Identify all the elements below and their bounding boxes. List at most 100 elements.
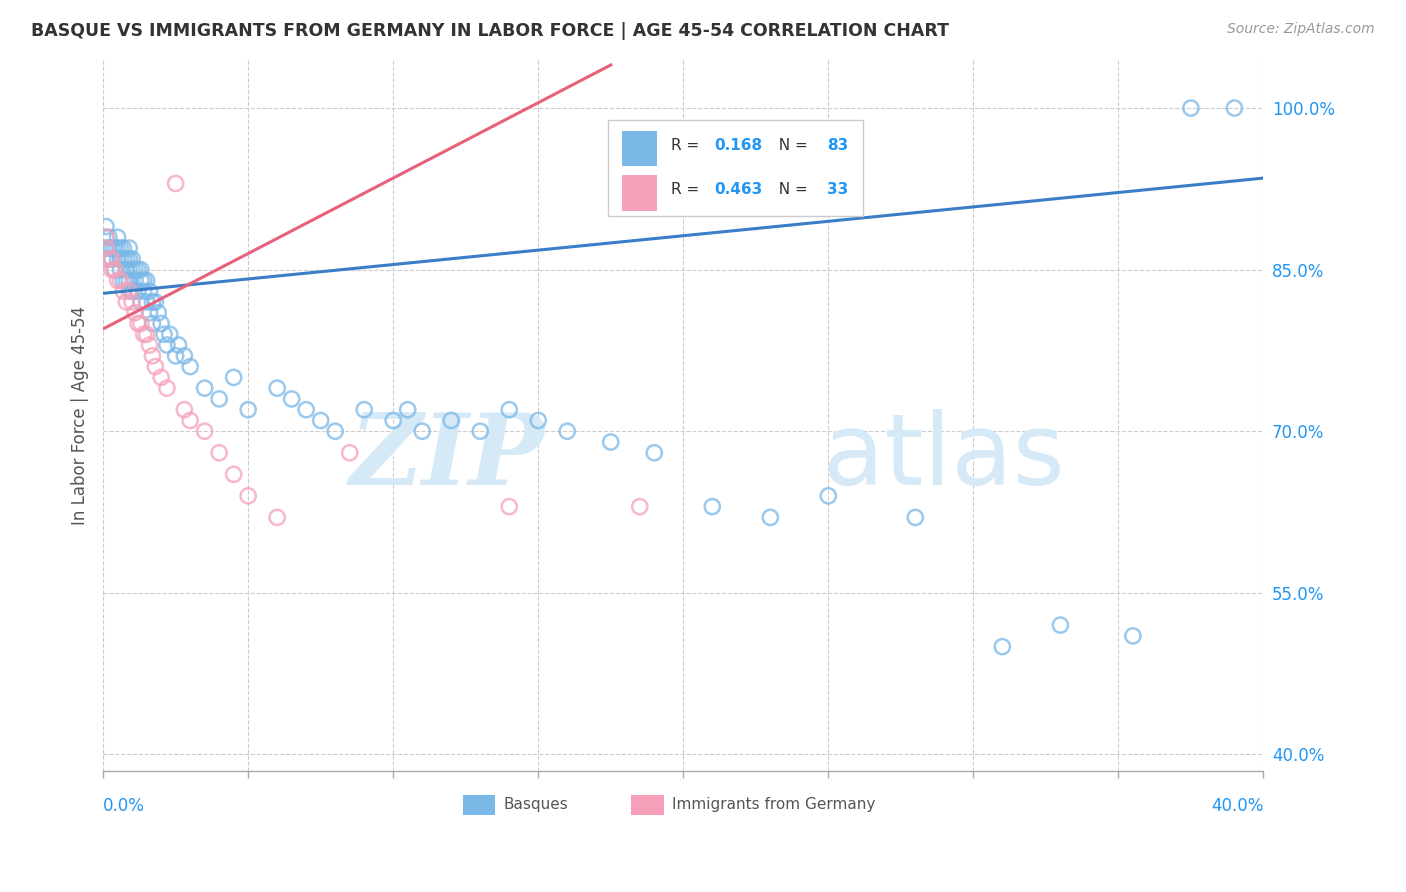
Point [759, 510, 782, 524]
Point [115, 273, 138, 287]
Point [94, 230, 117, 244]
Point [643, 446, 665, 460]
Point [129, 317, 152, 331]
Text: atlas: atlas [823, 409, 1064, 507]
Point [97, 230, 120, 244]
Point [309, 413, 332, 427]
Point [194, 424, 217, 438]
Point [107, 230, 129, 244]
Point [266, 381, 288, 395]
Point [112, 273, 135, 287]
Point [628, 500, 651, 514]
Point [101, 262, 124, 277]
Point [118, 284, 141, 298]
Point [101, 241, 124, 255]
Point [138, 306, 160, 320]
Point [112, 284, 135, 298]
Point [115, 295, 138, 310]
Point [179, 413, 201, 427]
Point [382, 413, 405, 427]
Point [107, 241, 129, 255]
Text: R =: R = [671, 182, 703, 197]
Point [702, 500, 724, 514]
Point [599, 435, 621, 450]
Text: 0.463: 0.463 [714, 182, 763, 197]
Point [118, 241, 141, 255]
Point [904, 510, 927, 524]
Point [94, 252, 117, 266]
Point [148, 306, 170, 320]
Point [1049, 618, 1071, 632]
FancyBboxPatch shape [607, 120, 863, 216]
Point [124, 306, 146, 320]
Point [396, 402, 419, 417]
Point [110, 273, 132, 287]
Point [127, 262, 149, 277]
Point [150, 317, 173, 331]
Point [555, 424, 578, 438]
Bar [621, 131, 657, 167]
Point [173, 402, 195, 417]
Point [440, 413, 463, 427]
Point [121, 284, 143, 298]
Point [94, 230, 117, 244]
Point [141, 317, 163, 331]
Point [208, 446, 231, 460]
Point [143, 295, 166, 310]
Point [141, 349, 163, 363]
Point [156, 338, 179, 352]
Point [110, 252, 132, 266]
Point [295, 402, 318, 417]
Point [97, 241, 120, 255]
Text: Basques: Basques [503, 797, 568, 813]
Point [156, 381, 179, 395]
Point [121, 295, 143, 310]
Bar [463, 795, 495, 814]
Point [159, 327, 181, 342]
Point [135, 273, 157, 287]
Point [498, 402, 520, 417]
Point [266, 510, 288, 524]
Point [339, 446, 361, 460]
Point [121, 262, 143, 277]
Point [132, 327, 155, 342]
Point [107, 252, 129, 266]
Point [135, 295, 157, 310]
Point [110, 262, 132, 277]
Point [101, 252, 124, 266]
Point [194, 381, 217, 395]
Point [129, 262, 152, 277]
Point [118, 252, 141, 266]
Point [118, 262, 141, 277]
Point [1180, 101, 1202, 115]
Point [1122, 629, 1144, 643]
Text: Source: ZipAtlas.com: Source: ZipAtlas.com [1227, 22, 1375, 37]
Point [124, 262, 146, 277]
Point [132, 284, 155, 298]
Point [411, 424, 433, 438]
Point [124, 273, 146, 287]
Point [150, 370, 173, 384]
Point [222, 370, 245, 384]
Point [104, 262, 127, 277]
Point [165, 349, 187, 363]
Point [179, 359, 201, 374]
Point [101, 252, 124, 266]
Y-axis label: In Labor Force | Age 45-54: In Labor Force | Age 45-54 [72, 306, 89, 524]
Point [138, 338, 160, 352]
Point [104, 241, 127, 255]
Point [118, 273, 141, 287]
Point [115, 262, 138, 277]
Point [138, 284, 160, 298]
Point [353, 402, 375, 417]
Text: 40.0%: 40.0% [1211, 797, 1264, 815]
Text: BASQUE VS IMMIGRANTS FROM GERMANY IN LABOR FORCE | AGE 45-54 CORRELATION CHART: BASQUE VS IMMIGRANTS FROM GERMANY IN LAB… [31, 22, 949, 40]
Point [94, 241, 117, 255]
Point [129, 273, 152, 287]
Point [141, 295, 163, 310]
Point [498, 500, 520, 514]
Point [127, 317, 149, 331]
Point [129, 295, 152, 310]
Point [107, 273, 129, 287]
Point [143, 359, 166, 374]
